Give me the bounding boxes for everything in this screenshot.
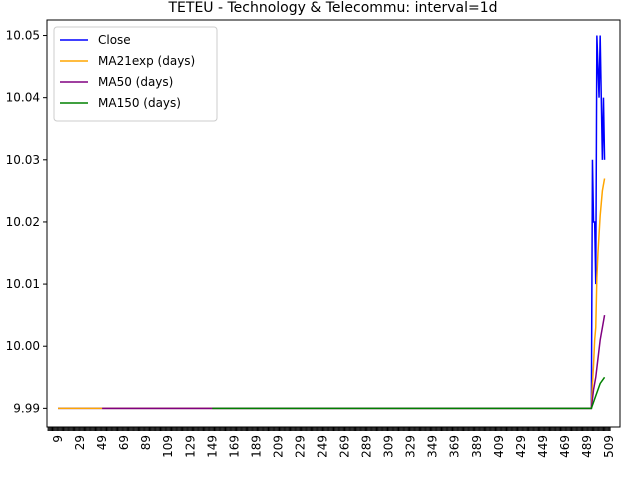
y-tick-label: 9.99: [13, 401, 40, 415]
series-line-0: [58, 35, 606, 410]
x-tick-label: 189: [249, 435, 263, 458]
y-tick-label: 10.00: [6, 339, 40, 353]
legend: Close MA21exp (days) MA50 (days) MA150 (day…: [53, 26, 218, 122]
x-tick-label: 269: [338, 435, 352, 458]
x-tick-label: 309: [382, 435, 396, 458]
x-tick-label: 289: [360, 435, 374, 458]
x-tick-label: 449: [536, 435, 550, 458]
x-tick-label: 209: [271, 435, 285, 458]
y-axis: 9.99 10.00 10.01 10.02 10.03 10.04 10.05: [6, 29, 47, 415]
series-line-3: [212, 376, 606, 410]
legend-label-3: MA150 (days): [98, 96, 181, 110]
x-tick-label: 429: [514, 435, 528, 458]
x-tick-label: 49: [95, 435, 109, 450]
x-axis: 9 29 49 69 89 109 129 149 169 189 209 229 249 269 289 3…: [47, 427, 616, 458]
x-tick-label: 69: [117, 435, 131, 450]
legend-label-2: MA50 (days): [98, 75, 173, 89]
x-tick-label: 329: [404, 435, 418, 458]
chart-title: TETEU - Technology & Telecommu: interval…: [168, 0, 498, 16]
legend-label-1: MA21exp (days): [98, 54, 195, 68]
x-tick-label: 229: [293, 435, 307, 458]
x-tick-label: 249: [315, 435, 329, 458]
x-tick-label: 9: [51, 435, 65, 443]
x-tick-label: 129: [183, 435, 197, 458]
x-tick-label: 149: [205, 435, 219, 458]
x-tick-label: 509: [602, 435, 616, 458]
y-tick-label: 10.05: [6, 29, 40, 43]
series-line-1: [58, 178, 606, 410]
x-tick-label: 409: [492, 435, 506, 458]
y-tick-label: 10.04: [6, 91, 40, 105]
x-tick-label: 169: [227, 435, 241, 458]
x-tick-label: 89: [139, 435, 153, 450]
x-tick-label: 349: [426, 435, 440, 458]
x-tick-label: 29: [73, 435, 87, 450]
y-tick-label: 10.02: [6, 215, 40, 229]
x-tick-label: 389: [470, 435, 484, 458]
legend-box: [53, 26, 218, 122]
x-tick-label: 489: [580, 435, 594, 458]
x-tick-label: 369: [448, 435, 462, 458]
y-tick-label: 10.03: [6, 153, 40, 167]
x-tick-label: 469: [558, 435, 572, 458]
y-tick-label: 10.01: [6, 277, 40, 291]
plot-lines: [58, 35, 606, 410]
x-tick-label: 109: [161, 435, 175, 458]
legend-label-0: Close: [98, 33, 131, 47]
